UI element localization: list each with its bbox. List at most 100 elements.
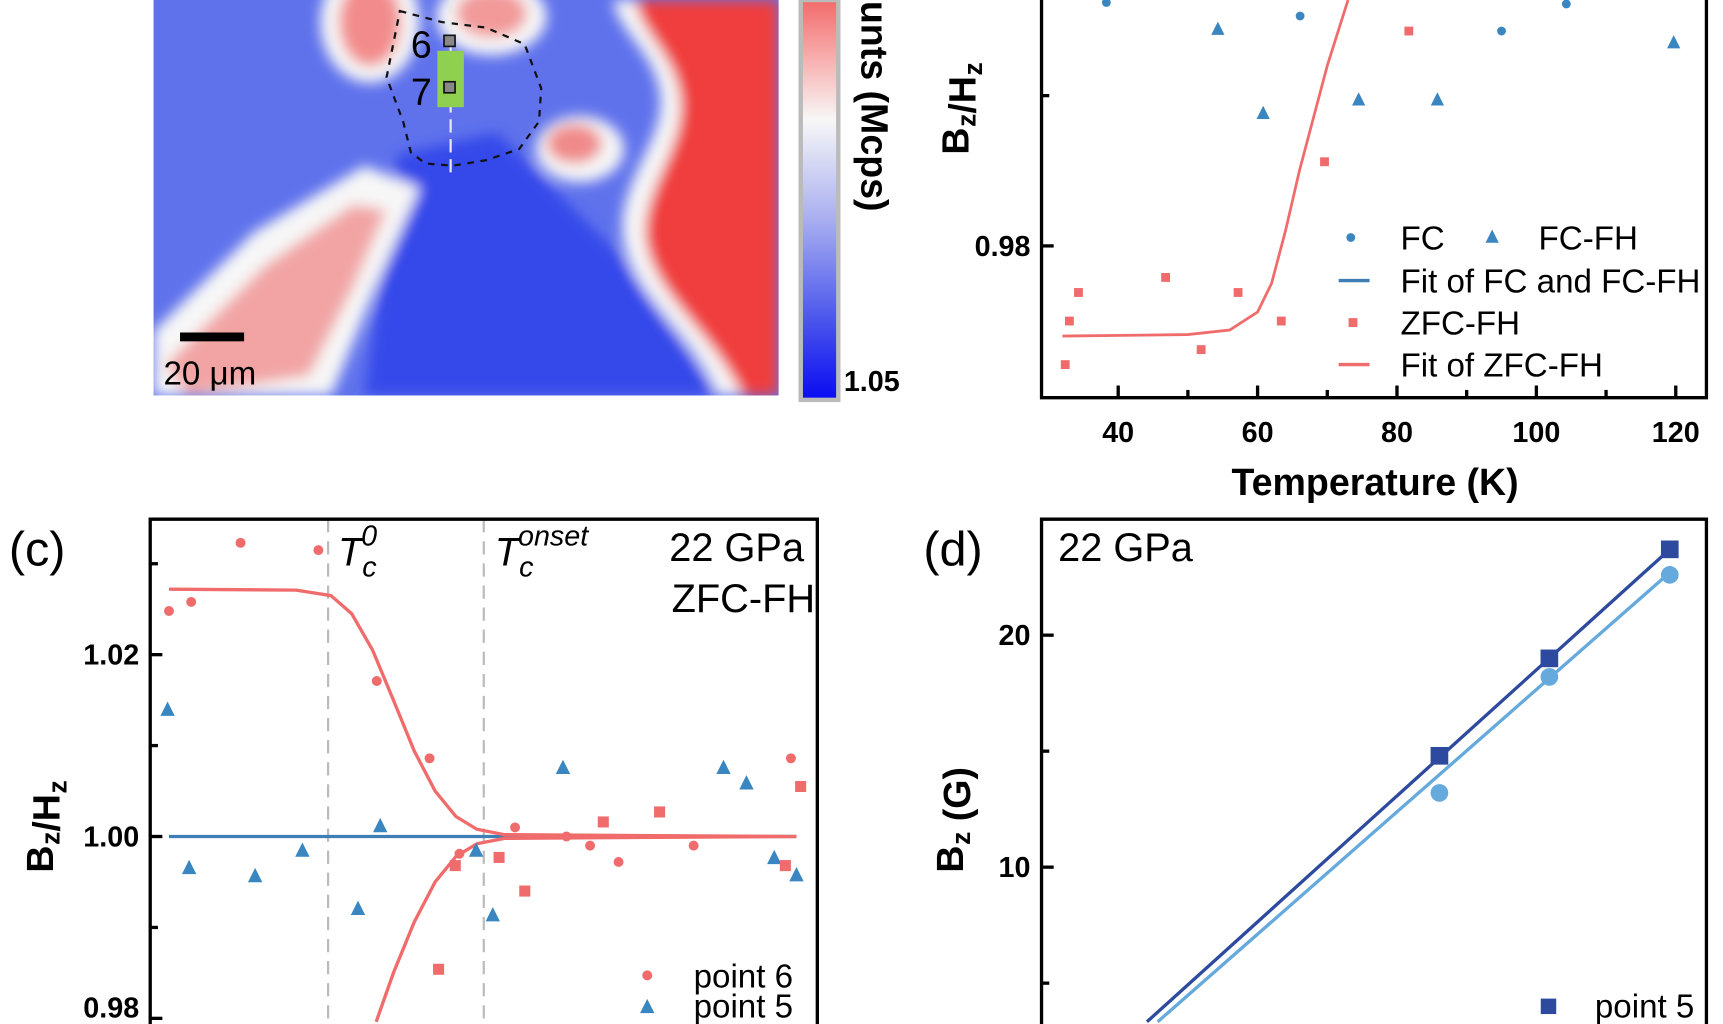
y-axis-label-c: B_z/H_z (19, 780, 72, 872)
axes-frame-b (1039, 0, 1709, 400)
data-point-b-zfc-fh (1074, 288, 1083, 297)
data-point-c-point-5 (485, 906, 500, 922)
data-point-c-point-6 (454, 848, 465, 859)
data-point-c-point-5 (350, 900, 366, 915)
legend-marker-point-5-d (1540, 998, 1557, 1015)
legend-label-fit-zfc: Fit of ZFC-FH (1400, 348, 1602, 385)
point-6-marker (443, 34, 456, 48)
data-point-c-point-5 (555, 759, 571, 775)
legend-label-fc-fh: FC-FH (1539, 221, 1638, 258)
x-tick-label-b: 60 (1242, 417, 1274, 449)
panel-d: (d) 10 20 22 GPa B_z (G) point 5 (923, 517, 1709, 1024)
data-point-c-point-5 (789, 866, 804, 882)
x-tick-label-b: 40 (1102, 417, 1134, 449)
y-axis-label-b: B_z/H_z (935, 62, 988, 154)
y-tick-label-c: 1.00 (83, 821, 139, 853)
colorbar-min-label: 1.05 (844, 366, 900, 398)
colorbar-title: ounts (Mcps) (854, 0, 896, 212)
pressure-annotation-d: 22 GPa (1058, 526, 1194, 570)
heatmap-blob (546, 123, 602, 164)
y-tick-label-b: 0.98 (975, 231, 1031, 263)
legend-label-point-6: point 6 (694, 959, 793, 996)
data-point-c-point-5 (468, 842, 484, 857)
data-point-b-fc-fh (1430, 92, 1445, 106)
legend-label-fc: FC (1400, 221, 1444, 258)
legend-marker-point-5 (640, 998, 655, 1014)
data-point-c-series2 (449, 860, 461, 872)
data-point-b-fc (1295, 11, 1305, 21)
data-point-d-series1 (1660, 566, 1679, 584)
x-tick-label-b: 100 (1512, 417, 1560, 449)
data-point-b-fc (1561, 0, 1571, 9)
data-point-c-series2 (597, 816, 609, 828)
data-point-c-point-5 (716, 759, 731, 775)
data-point-c-point-5 (767, 849, 782, 865)
point-7-marker (443, 80, 456, 94)
data-point-c-point-6 (371, 676, 382, 686)
data-point-c-point-6 (785, 753, 796, 764)
data-point-c-point-5 (181, 859, 197, 875)
data-point-c-point-6 (186, 596, 197, 607)
y-tick-label-c: 0.98 (83, 992, 139, 1024)
data-point-c-series2 (779, 860, 791, 872)
panel-label-d: (d) (923, 523, 982, 577)
data-point-c-point-6 (613, 856, 624, 867)
data-point-c-point-5 (373, 817, 388, 833)
data-point-b-zfc-fh (1404, 26, 1414, 36)
heatmap-blob (165, 204, 387, 396)
legend-label-fit-fc: Fit of FC and FC-FH (1400, 264, 1700, 301)
point-6-label: 6 (411, 23, 432, 65)
data-point-b-fc-fh (1256, 105, 1270, 119)
legend-marker-zfc-fh (1348, 318, 1358, 327)
x-tick-label-b: 80 (1381, 417, 1413, 449)
data-point-c-point-5 (295, 842, 310, 857)
point-7-label: 7 (411, 71, 432, 113)
data-point-c-series2 (654, 806, 666, 818)
fit-line-b-4 (1062, 0, 1350, 338)
legend-d: point 5 (1540, 988, 1694, 1024)
axes-frame-c (148, 517, 819, 1024)
tc0-label: Tc0 (338, 521, 377, 584)
data-point-b-zfc-fh (1233, 288, 1243, 297)
data-point-b-fc-fh (1211, 21, 1225, 35)
data-point-c-point-6 (688, 840, 699, 851)
legend-label-point-5-d: point 5 (1595, 988, 1694, 1024)
data-point-d-point-5 (1540, 649, 1559, 668)
y-axis-label-d: B_z (G) (929, 767, 978, 873)
panel-c: (c) 0.98 1.00 1.02 Tc0 Tconset 22 GPa ZFC-… (9, 517, 819, 1024)
legend-b: FC FC-FH Fit of FC and FC-FH ZFC-FH Fit of Z… (1338, 221, 1700, 385)
data-point-c-point-5 (739, 775, 754, 790)
y-tick-label-d: 20 (999, 620, 1031, 652)
data-point-b-zfc-fh (1064, 316, 1074, 326)
legend-marker-fc-fh (1485, 229, 1499, 243)
data-point-c-point-6 (561, 831, 572, 842)
data-point-d-point-5 (1660, 540, 1679, 559)
data-point-c-point-6 (585, 840, 596, 851)
data-point-b-zfc-fh (1060, 360, 1070, 370)
region-outline (385, 9, 543, 167)
x-axis-label-b: Temperature (K) (1231, 461, 1518, 503)
legend-marker-point-6 (642, 970, 653, 981)
colorbar: 1.05 ounts (Mcps) (798, 0, 900, 403)
scale-bar (180, 332, 245, 342)
data-point-d-series1 (1430, 784, 1449, 802)
colorbar-gradient (798, 0, 841, 403)
data-point-b-zfc-fh (1320, 157, 1329, 167)
data-point-c-point-6 (164, 606, 174, 616)
data-point-b-zfc-fh (1196, 345, 1206, 355)
data-point-c-point-5 (247, 867, 263, 883)
data-point-c-point-6 (313, 545, 324, 556)
data-point-c-point-6 (235, 537, 246, 548)
measurement-area (437, 50, 464, 108)
x-tick-label-b: 120 (1652, 417, 1700, 449)
heatmap-red-region (635, 0, 779, 396)
protocol-annotation-c: ZFC-FH (672, 577, 815, 621)
panel-b: 0.98 40 60 80 100 120 B_z/H_z Temperature (K)… (935, 0, 1709, 503)
data-point-b-fc (1101, 0, 1111, 7)
data-point-b-zfc-fh (1276, 316, 1286, 326)
data-point-c-series2 (433, 963, 445, 975)
legend-marker-fc (1346, 233, 1356, 242)
data-point-b-fc (1497, 26, 1506, 36)
data-point-d-series1 (1540, 668, 1559, 686)
